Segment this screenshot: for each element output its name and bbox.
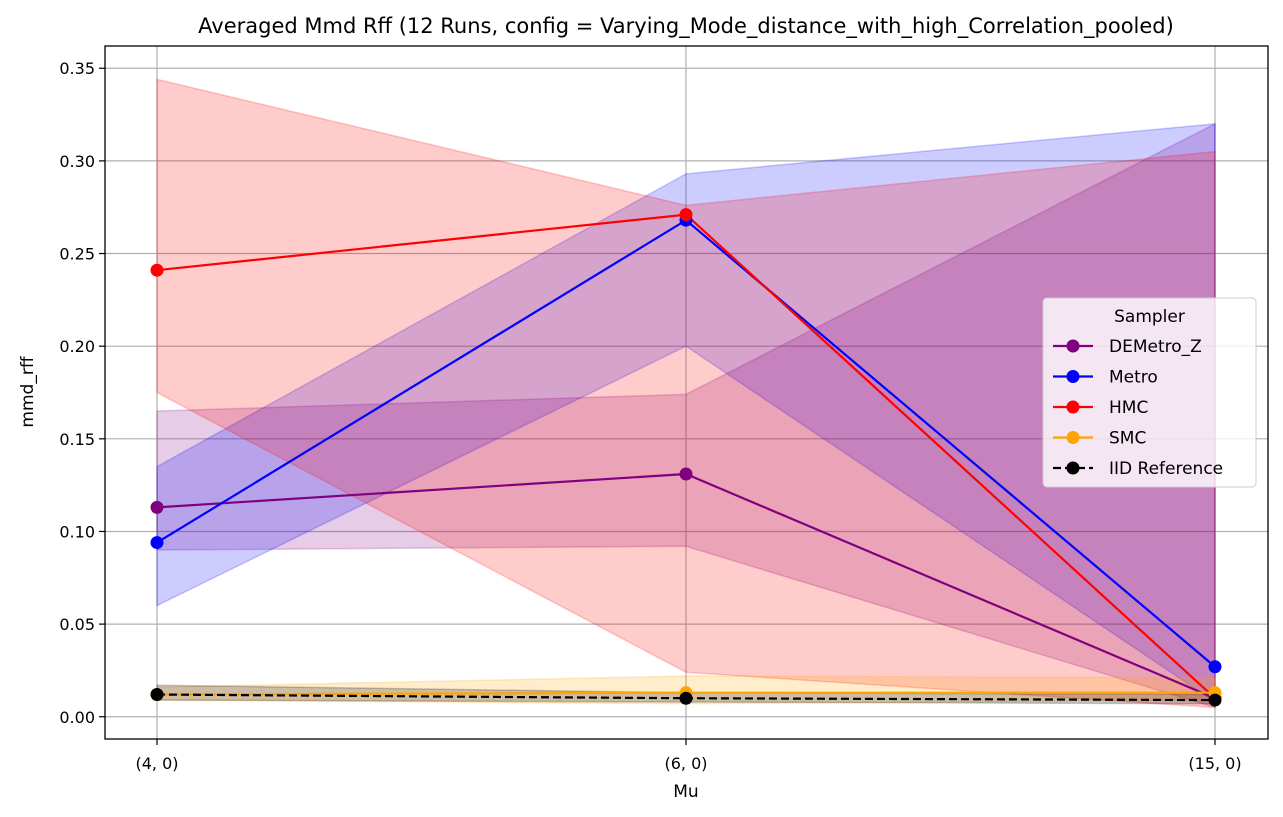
y-axis-label: mmd_rff bbox=[18, 355, 38, 427]
y-tick-label-6: 0.30 bbox=[59, 152, 95, 171]
y-tick-label-2: 0.10 bbox=[59, 522, 95, 541]
legend-marker-metro bbox=[1066, 370, 1080, 383]
demetro-z-band bbox=[156, 122, 1216, 709]
y-tick-label-0: 0.00 bbox=[59, 708, 95, 727]
legend-marker-hmc bbox=[1066, 400, 1080, 414]
x-tick-label-0: (4, 0) bbox=[135, 754, 178, 773]
legend-box bbox=[1042, 297, 1257, 488]
iid-reference-point-1 bbox=[679, 691, 693, 705]
legend-title: Sampler bbox=[1114, 307, 1185, 327]
y-tick-label-3: 0.15 bbox=[59, 430, 95, 449]
metro-point-2 bbox=[1208, 660, 1222, 674]
legend-label-hmc: HMC bbox=[1109, 398, 1148, 418]
hmc-point-1 bbox=[679, 208, 693, 222]
x-axis-ticks: (4, 0) (6, 0) (15, 0) bbox=[135, 739, 1242, 773]
legend-label-metro: Metro bbox=[1109, 368, 1158, 388]
y-tick-label-7: 0.35 bbox=[59, 59, 95, 78]
metro-point-0 bbox=[150, 536, 164, 550]
iid-reference-point-0 bbox=[150, 688, 164, 702]
iid-reference-point-2 bbox=[1208, 693, 1222, 707]
y-tick-label-1: 0.05 bbox=[59, 615, 95, 634]
demetro-z-point-1 bbox=[679, 467, 693, 481]
y-axis-ticks: 0.00 0.05 0.10 0.15 0.20 0.25 0.30 0.35 bbox=[59, 59, 105, 727]
hmc-point-0 bbox=[150, 263, 164, 277]
legend-marker-smc bbox=[1066, 431, 1080, 444]
chart-title: Averaged Mmd Rff (12 Runs, config = Vary… bbox=[198, 14, 1174, 39]
x-axis-label: Mu bbox=[673, 782, 698, 802]
x-tick-label-2: (15, 0) bbox=[1188, 754, 1241, 773]
legend: Sampler DEMetro_Z Metro HMC SMC IID Reference bbox=[1042, 297, 1257, 488]
series-points bbox=[150, 208, 1222, 707]
legend-label-demetro-z: DEMetro_Z bbox=[1109, 337, 1202, 357]
legend-label-smc: SMC bbox=[1109, 429, 1146, 449]
demetro-z-point-0 bbox=[150, 500, 164, 514]
y-tick-label-4: 0.20 bbox=[59, 337, 95, 356]
confidence-bands bbox=[156, 78, 1216, 709]
hmc-band bbox=[156, 78, 1216, 709]
legend-label-iid-reference: IID Reference bbox=[1109, 459, 1223, 479]
grid-lines bbox=[105, 46, 1268, 739]
legend-marker-demetro-z bbox=[1066, 339, 1080, 353]
legend-marker-iid-reference bbox=[1066, 461, 1080, 475]
y-tick-label-5: 0.25 bbox=[59, 245, 95, 264]
x-tick-label-1: (6, 0) bbox=[664, 754, 707, 773]
